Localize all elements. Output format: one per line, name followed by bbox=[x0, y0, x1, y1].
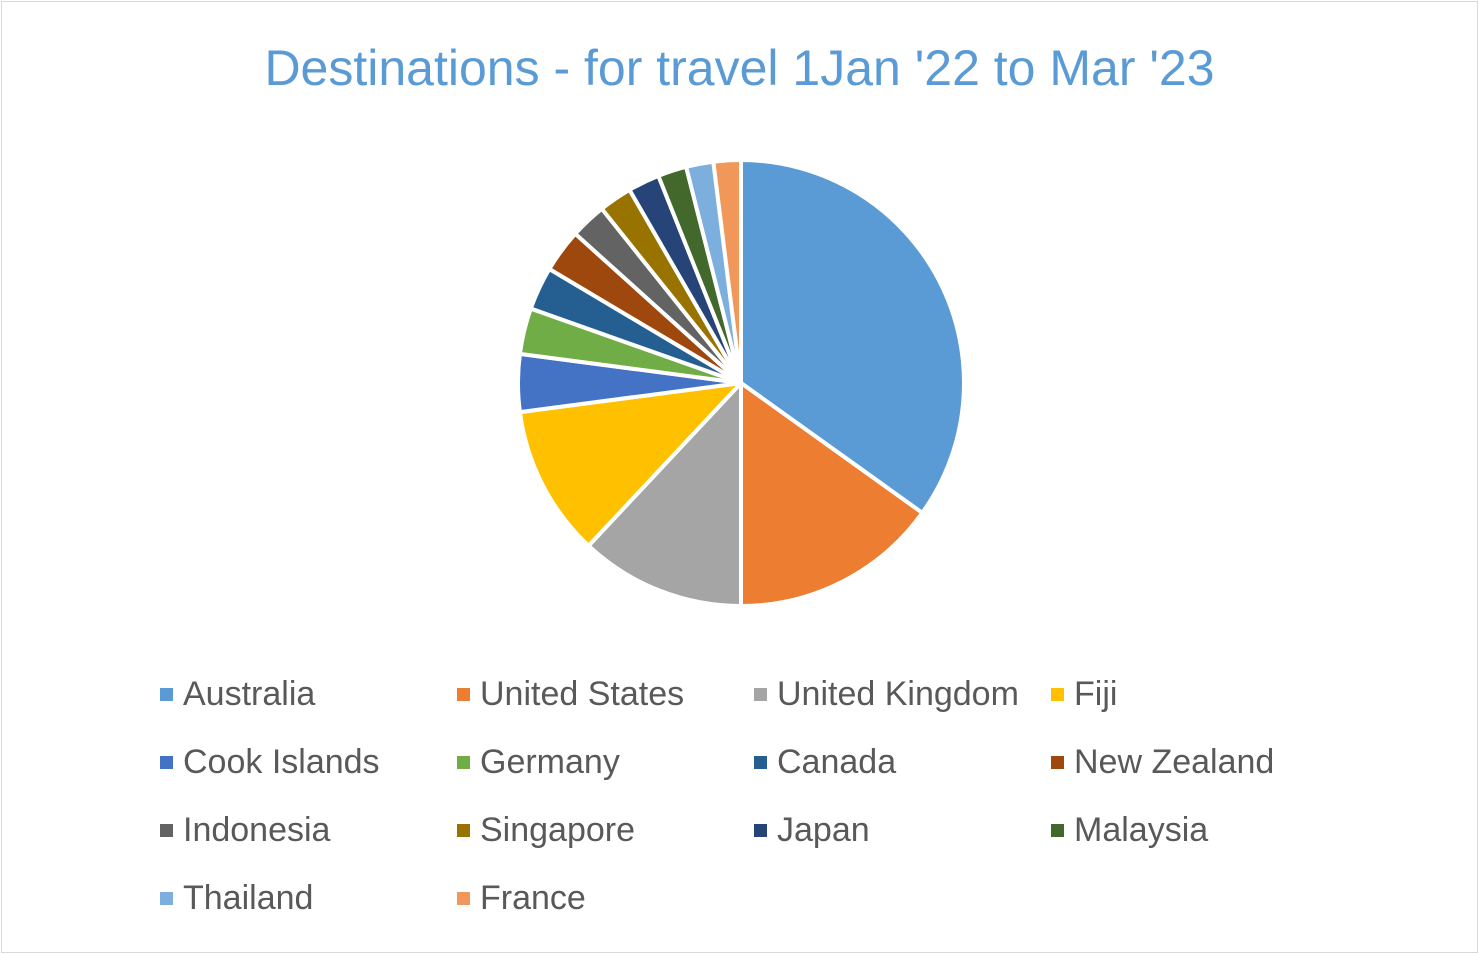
legend-label: Germany bbox=[480, 742, 620, 781]
legend-item-indonesia: Indonesia bbox=[160, 803, 457, 857]
legend-label: Australia bbox=[183, 674, 316, 713]
legend-label: New Zealand bbox=[1074, 742, 1275, 781]
pie-slice-france bbox=[711, 157, 743, 385]
legend-item-thailand: Thailand bbox=[160, 871, 457, 925]
pie-slice-united-kingdom bbox=[586, 381, 743, 608]
legend-swatch bbox=[1051, 755, 1064, 769]
legend-swatch bbox=[160, 687, 173, 701]
legend-item-new-zealand: New Zealand bbox=[1051, 735, 1348, 789]
legend-label: Canada bbox=[777, 742, 897, 781]
pie-slice-australia bbox=[739, 158, 966, 515]
legend-item-canada: Canada bbox=[754, 735, 1051, 789]
legend-label: Japan bbox=[777, 810, 870, 849]
legend-item-united-states: United States bbox=[457, 667, 754, 721]
legend-item-singapore: Singapore bbox=[457, 803, 754, 857]
legend-label: France bbox=[480, 878, 586, 917]
legend-swatch bbox=[1051, 687, 1064, 701]
legend-swatch bbox=[160, 755, 173, 769]
legend-swatch bbox=[457, 755, 470, 769]
legend-item-japan: Japan bbox=[754, 803, 1051, 857]
legend-label: Singapore bbox=[480, 810, 636, 849]
legend-label: Cook Islands bbox=[183, 742, 380, 781]
pie-slice-fiji bbox=[517, 381, 743, 548]
legend-label: Thailand bbox=[183, 878, 314, 917]
legend: Australia United States United Kingdom Fiji… bbox=[160, 667, 1360, 939]
pie-slices bbox=[516, 157, 966, 608]
legend-swatch bbox=[160, 891, 173, 905]
pie-slice-united-states bbox=[739, 381, 925, 608]
legend-label: Indonesia bbox=[183, 810, 331, 849]
legend-swatch bbox=[1051, 823, 1064, 837]
chart-title: Destinations - for travel 1Jan '22 to Ma… bbox=[264, 40, 1215, 96]
legend-swatch bbox=[754, 687, 767, 701]
legend-label: Fiji bbox=[1074, 674, 1118, 713]
legend-label: United States bbox=[480, 674, 685, 713]
legend-item-fiji: Fiji bbox=[1051, 667, 1348, 721]
legend-swatch bbox=[160, 823, 173, 837]
legend-swatch bbox=[457, 687, 470, 701]
legend-label: Malaysia bbox=[1074, 810, 1209, 849]
legend-item-germany: Germany bbox=[457, 735, 754, 789]
legend-item-united-kingdom: United Kingdom bbox=[754, 667, 1051, 721]
legend-item-france: France bbox=[457, 871, 754, 925]
legend-swatch bbox=[754, 823, 767, 837]
legend-swatch bbox=[754, 755, 767, 769]
legend-swatch bbox=[457, 891, 470, 905]
legend-item-malaysia: Malaysia bbox=[1051, 803, 1348, 857]
legend-item-australia: Australia bbox=[160, 667, 457, 721]
legend-item-cook-islands: Cook Islands bbox=[160, 735, 457, 789]
legend-label: United Kingdom bbox=[777, 674, 1019, 713]
legend-swatch bbox=[457, 823, 470, 837]
